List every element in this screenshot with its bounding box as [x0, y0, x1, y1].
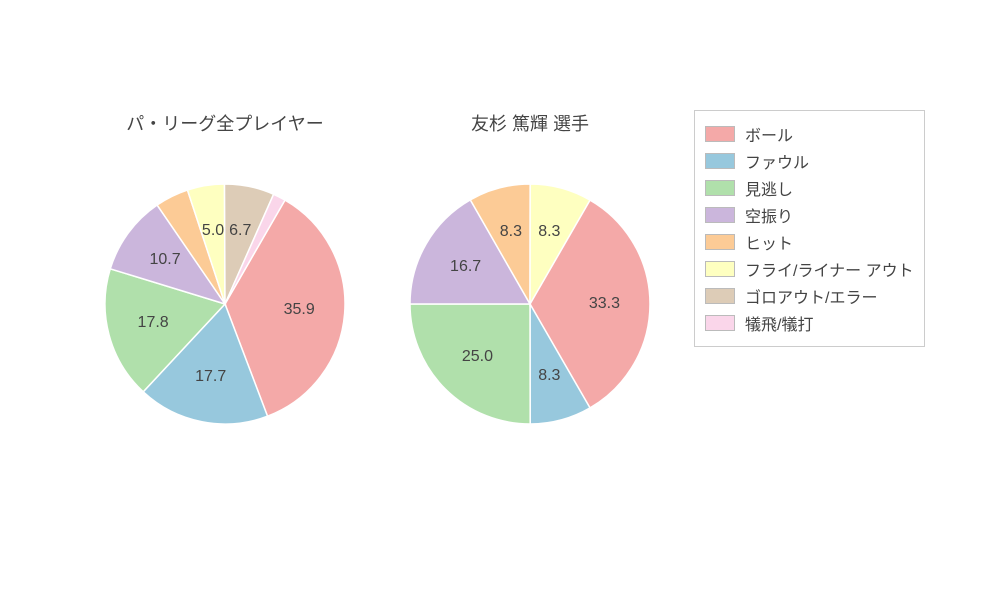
slice-label-swing: 16.7 — [450, 258, 481, 276]
slice-label-foul: 8.3 — [538, 367, 560, 385]
legend-label: 空振り — [745, 203, 793, 227]
legend-swatch-look — [705, 180, 735, 196]
slice-label-ground: 6.7 — [229, 222, 251, 240]
legend-swatch-foul — [705, 153, 735, 169]
legend-swatch-ball — [705, 126, 735, 142]
legend-item-look: 見逃し — [705, 176, 914, 200]
slice-label-foul: 17.7 — [195, 368, 226, 386]
chart-container: パ・リーグ全プレイヤー 35.9 17.7 17.8 10.7 5.0 6.7 友杉 篤輝 選… — [0, 0, 1000, 600]
legend-item-swing: 空振り — [705, 203, 914, 227]
legend-label: フライ/ライナー アウト — [745, 257, 914, 281]
legend-item-foul: ファウル — [705, 149, 914, 173]
slice-label-look: 17.8 — [138, 314, 169, 332]
pie-svg — [380, 154, 680, 454]
legend-label: ファウル — [745, 149, 809, 173]
legend-swatch-swing — [705, 207, 735, 223]
legend-swatch-fly — [705, 261, 735, 277]
legend-swatch-sac — [705, 315, 735, 331]
legend-label: 見逃し — [745, 176, 793, 200]
pie-svg — [75, 154, 375, 454]
legend-label: ボール — [745, 122, 793, 146]
slice-label-look: 25.0 — [462, 348, 493, 366]
legend-item-sac: 犠飛/犠打 — [705, 311, 914, 335]
legend-item-ground: ゴロアウト/エラー — [705, 284, 914, 308]
legend-label: ヒット — [745, 230, 793, 254]
slice-label-swing: 10.7 — [149, 251, 180, 269]
pie-body: 33.3 8.3 25.0 16.7 8.3 8.3 — [380, 154, 680, 454]
legend-swatch-hit — [705, 234, 735, 250]
slice-label-fly: 8.3 — [538, 223, 560, 241]
pie-chart-1: 友杉 篤輝 選手 33.3 8.3 25.0 16.7 8.3 8.3 — [380, 110, 680, 454]
legend: ボールファウル見逃し空振りヒットフライ/ライナー アウトゴロアウト/エラー犠飛/… — [694, 110, 925, 347]
legend-label: ゴロアウト/エラー — [745, 284, 877, 308]
legend-item-ball: ボール — [705, 122, 914, 146]
slice-label-hit: 8.3 — [500, 223, 522, 241]
pie-title: パ・リーグ全プレイヤー — [75, 110, 375, 136]
legend-swatch-ground — [705, 288, 735, 304]
slice-label-ball: 33.3 — [589, 295, 620, 313]
pie-title: 友杉 篤輝 選手 — [380, 110, 680, 136]
pie-body: 35.9 17.7 17.8 10.7 5.0 6.7 — [75, 154, 375, 454]
legend-label: 犠飛/犠打 — [745, 311, 813, 335]
pie-chart-0: パ・リーグ全プレイヤー 35.9 17.7 17.8 10.7 5.0 6.7 — [75, 110, 375, 454]
slice-label-ball: 35.9 — [284, 301, 315, 319]
slice-label-fly: 5.0 — [202, 222, 224, 240]
legend-item-fly: フライ/ライナー アウト — [705, 257, 914, 281]
legend-item-hit: ヒット — [705, 230, 914, 254]
